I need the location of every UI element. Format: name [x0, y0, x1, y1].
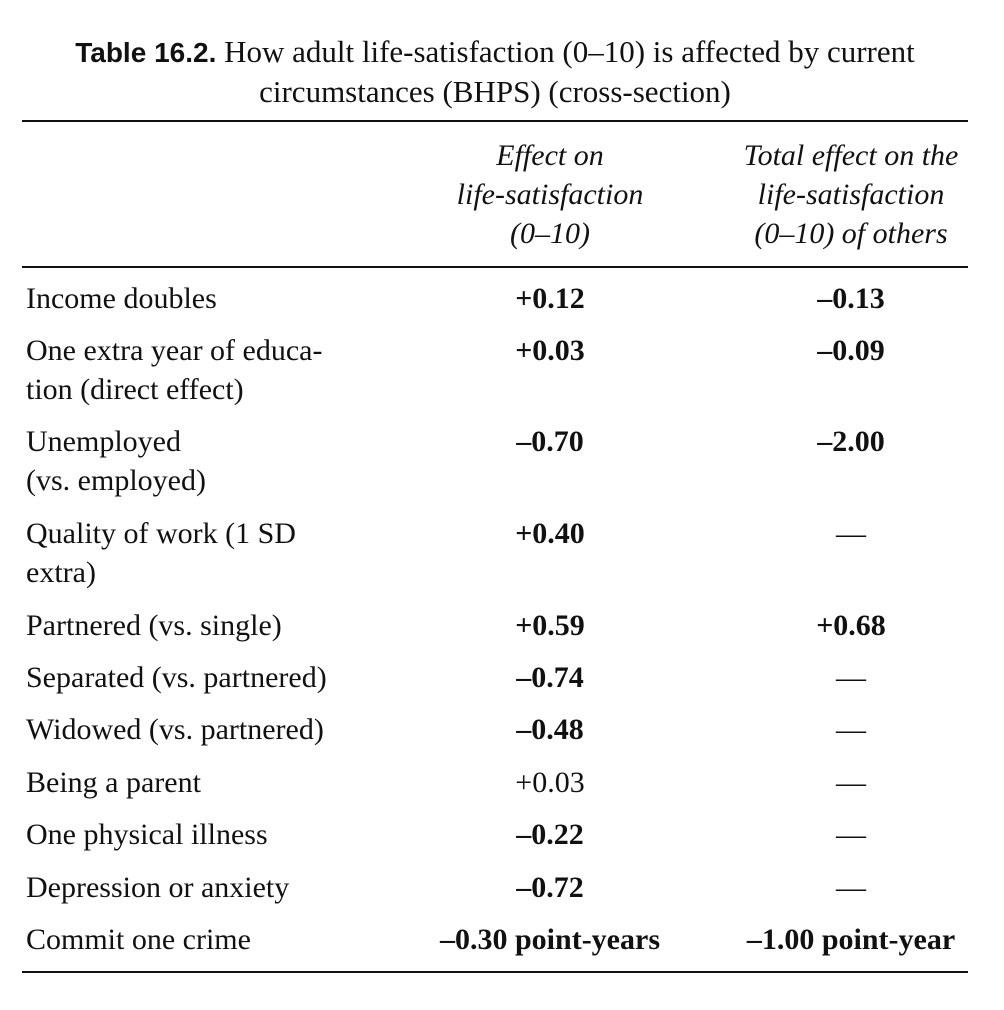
caption-text: How adult life-satisfaction (0–10) is af… [224, 34, 915, 109]
table-caption: Table 16.2. How adult life-satisfaction … [22, 32, 968, 111]
effect-cell: +0.03 [515, 766, 585, 799]
effect-cell: –0.30 point-years [440, 923, 660, 956]
bottom-rule [22, 971, 968, 973]
table-row: Income doubles +0.12 –0.13 [26, 279, 972, 369]
table-row: Unemployed (vs. employed) –0.70 –2.00 [26, 422, 972, 512]
table-row: Partnered (vs. single) +0.59 +0.68 [26, 606, 972, 696]
row-label: Separated (vs. partnered) [26, 661, 327, 694]
row-label: Unemployed (vs. employed) [26, 425, 206, 497]
table-row: Depression or anxiety –0.72 — [26, 868, 972, 958]
table-row: Quality of work (1 SD extra) +0.40 — [26, 514, 972, 604]
others-cell: — [836, 661, 866, 694]
table-page: Table 16.2. How adult life-satisfaction … [22, 32, 972, 973]
others-cell: –2.00 [817, 425, 885, 458]
effect-cell: –0.74 [516, 661, 584, 694]
table-row: Separated (vs. partnered) –0.74 — [26, 658, 972, 748]
row-label: Widowed (vs. partnered) [26, 713, 324, 746]
row-label: Depression or anxiety [26, 871, 290, 904]
column-header-others: Total effect on the life-satisfaction (0… [743, 139, 959, 250]
row-label: One extra year of educa- tion (direct ef… [26, 334, 323, 406]
row-label: One physical illness [26, 818, 268, 851]
effect-cell: –0.72 [516, 871, 584, 904]
row-label: Being a parent [26, 766, 201, 799]
table-row: Being a parent +0.03 — [26, 763, 972, 853]
top-rule [22, 120, 968, 122]
row-label: Quality of work (1 SD extra) [26, 517, 296, 589]
row-label: Partnered (vs. single) [26, 609, 282, 642]
caption-label: Table 16.2. [75, 37, 217, 68]
table-row: One physical illness –0.22 — [26, 815, 972, 905]
others-cell: –1.00 point-year [746, 923, 956, 956]
others-cell: –0.09 [817, 334, 885, 367]
effect-cell: +0.59 [515, 609, 585, 642]
table-row: Widowed (vs. partnered) –0.48 — [26, 710, 972, 800]
row-label: Income doubles [26, 282, 217, 315]
others-cell: — [836, 818, 866, 851]
others-cell: +0.68 [816, 609, 886, 642]
row-label: Commit one crime [26, 923, 251, 956]
table-row: One extra year of educa- tion (direct ef… [26, 331, 972, 421]
effect-cell: –0.22 [516, 818, 584, 851]
effect-cell: +0.12 [515, 282, 585, 315]
others-cell: — [836, 517, 866, 550]
effect-cell: +0.40 [515, 517, 585, 550]
others-cell: — [836, 713, 866, 746]
effect-cell: –0.70 [516, 425, 584, 458]
effect-cell: –0.48 [516, 713, 584, 746]
others-cell: — [836, 766, 866, 799]
others-cell: –0.13 [817, 282, 885, 315]
table-row: Commit one crime –0.30 point-years –1.00… [26, 920, 972, 1010]
effect-cell: +0.03 [515, 334, 585, 367]
header-rule [22, 266, 968, 268]
column-header-effect: Effect on life-satisfaction (0–10) [456, 139, 644, 250]
others-cell: — [836, 871, 866, 904]
